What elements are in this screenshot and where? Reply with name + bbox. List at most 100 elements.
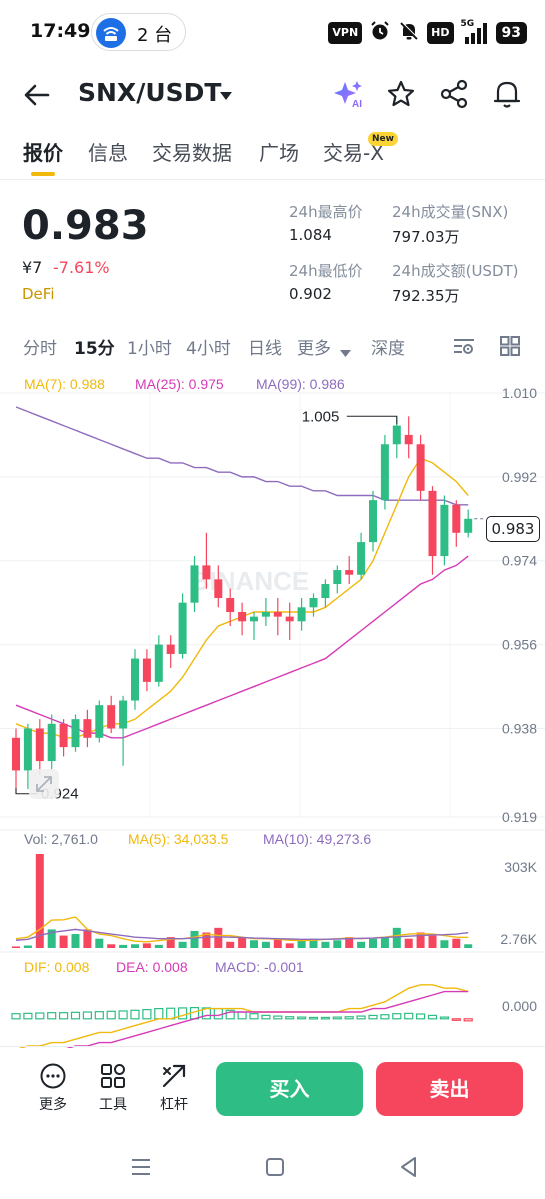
volume-ma5-legend: MA(5): 34,033.5: [128, 831, 229, 847]
volume-bar: [452, 938, 461, 948]
candle-down: [285, 616, 294, 622]
macd-bar-up: [439, 1016, 449, 1020]
volume-bar: [369, 938, 377, 948]
interval-15m[interactable]: 15分: [74, 339, 115, 359]
home-square-icon[interactable]: [262, 1154, 288, 1180]
hotspot-pill[interactable]: 2 台: [91, 13, 186, 51]
interval-more[interactable]: 更多: [297, 339, 331, 359]
tab-info[interactable]: 信息: [88, 141, 128, 165]
volume-bar: [12, 946, 20, 948]
volume-bar: [178, 941, 187, 948]
candle-down: [12, 737, 20, 771]
tools-button[interactable]: 工具: [88, 1062, 138, 1114]
volume-bar: [440, 940, 449, 948]
volume-bar: [250, 940, 258, 948]
more-dots-icon: [40, 1063, 66, 1089]
interval-1h[interactable]: 1小时: [127, 339, 172, 359]
macd-bar-up: [82, 1011, 93, 1020]
sell-button[interactable]: 卖出: [376, 1062, 523, 1116]
kline-chart[interactable]: BINANCE MA(7): 0.988 MA(25): 0.975 MA(99…: [0, 366, 545, 1048]
macd-bar-up: [94, 1011, 104, 1020]
macd-bar-up: [273, 1015, 283, 1020]
ai-sparkle-icon[interactable]: AI: [332, 77, 366, 111]
interval-4h[interactable]: 4小时: [186, 339, 231, 359]
indicator-settings-icon[interactable]: [452, 334, 476, 358]
macd-bar-up: [368, 1014, 378, 1020]
candle-down: [107, 705, 116, 729]
volume-bar: [416, 932, 425, 948]
leverage-icon: [162, 1064, 186, 1088]
macd-bar-up: [154, 1007, 164, 1020]
layout-grid-icon[interactable]: [498, 334, 522, 358]
macd-bar-down: [451, 1018, 461, 1021]
candle-up: [47, 723, 56, 762]
candle-up: [380, 444, 389, 501]
system-navbar: [0, 1140, 545, 1199]
volume-bar: [47, 929, 56, 948]
last-price: 0.983: [22, 203, 149, 249]
candle-down: [83, 719, 92, 738]
interval-depth[interactable]: 深度: [371, 339, 405, 359]
macd-bar-up: [213, 1007, 223, 1020]
menu-icon[interactable]: [128, 1154, 154, 1180]
candle-down: [273, 611, 282, 617]
category-tag[interactable]: DeFi: [22, 285, 55, 303]
macd-bar-up: [392, 1013, 402, 1020]
pair-title[interactable]: SNX/USDT: [78, 78, 222, 107]
star-icon[interactable]: [384, 77, 418, 111]
more-button[interactable]: 更多: [28, 1062, 78, 1114]
tab-square[interactable]: 广场: [259, 141, 299, 165]
macd-dif-legend: DIF: 0.008: [24, 959, 90, 975]
share-icon[interactable]: [437, 77, 471, 111]
volume-axis-top: 303K: [504, 859, 537, 875]
caret-down-icon[interactable]: [218, 88, 234, 102]
candle-up: [178, 602, 187, 654]
back-arrow-icon[interactable]: [20, 78, 54, 112]
macd-bar-up: [332, 1016, 342, 1020]
macd-bar-up: [237, 1011, 247, 1020]
bell-icon[interactable]: [490, 77, 524, 111]
leverage-button[interactable]: 杠杆: [149, 1062, 199, 1114]
vpn-badge: VPN: [328, 22, 363, 44]
binance-watermark: BINANCE: [191, 566, 309, 596]
last-price-bubble[interactable]: 0.983: [486, 516, 540, 542]
interval-1d[interactable]: 日线: [248, 339, 282, 359]
candle-down: [404, 434, 413, 445]
candle-down: [238, 611, 247, 622]
macd-axis-zero: 0.000: [502, 998, 537, 1014]
candle-up: [190, 565, 199, 603]
volume-ma10-line: [15, 928, 469, 941]
tab-quote[interactable]: 报价: [23, 141, 63, 165]
mute-bell-icon: [398, 20, 420, 46]
volume-bar: [273, 938, 282, 948]
macd-bar-up: [178, 1007, 188, 1020]
macd-bar-up: [285, 1016, 295, 1020]
buy-button[interactable]: 买入: [216, 1062, 363, 1116]
volume-bar: [119, 944, 128, 948]
candle-up: [357, 542, 366, 575]
leverage-label: 杠杆: [160, 1097, 188, 1113]
price-axis-tick: 0.974: [502, 553, 537, 569]
volume-bar: [428, 935, 437, 948]
macd-bar-up: [249, 1013, 259, 1020]
ma99-legend: MA(99): 0.986: [256, 376, 345, 392]
candle-down: [345, 570, 354, 575]
price-axis-tick: 0.938: [502, 720, 537, 736]
expand-chart-icon[interactable]: [29, 769, 59, 799]
interval-timeline[interactable]: 分时: [23, 339, 57, 359]
candle-up: [23, 728, 32, 771]
candles: [12, 416, 473, 794]
volume-bars: [12, 854, 473, 948]
candle-up: [71, 719, 80, 748]
back-triangle-icon[interactable]: [396, 1154, 422, 1180]
volume-legend: Vol: 2,761.0 MA(5): 34,033.5 MA(10): 49,…: [24, 831, 371, 847]
more-caret-icon[interactable]: [340, 343, 351, 357]
candle-down: [142, 658, 151, 682]
volume-bar: [83, 929, 92, 948]
wifi-hotspot-icon: [96, 18, 126, 48]
volume-base-value: 797.03万: [392, 228, 460, 246]
price-cny: ¥7: [22, 258, 43, 277]
tab-trading-data[interactable]: 交易数据: [152, 141, 232, 165]
ma25-legend: MA(25): 0.975: [135, 376, 224, 392]
macd-bar-down: [463, 1018, 473, 1022]
